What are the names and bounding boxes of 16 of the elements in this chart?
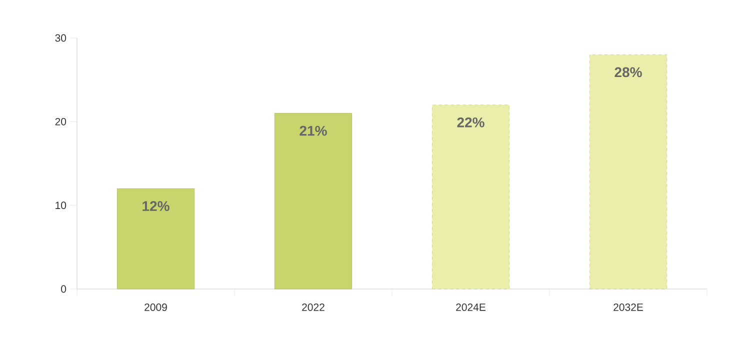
x-tick-label: 2022 bbox=[302, 304, 324, 311]
y-tick-label: 0 bbox=[61, 285, 66, 293]
bar bbox=[589, 54, 668, 290]
data-label: 21% bbox=[300, 126, 327, 136]
x-tick-label: 2024E bbox=[456, 304, 486, 311]
bar bbox=[432, 104, 510, 290]
data-label: 12% bbox=[142, 201, 170, 212]
data-label: 28% bbox=[614, 67, 642, 78]
x-tick-label: 2009 bbox=[144, 304, 167, 311]
bar bbox=[274, 113, 352, 290]
y-tick-label: 20 bbox=[55, 118, 66, 126]
x-tick-label: 2032E bbox=[614, 304, 643, 311]
data-label: 22% bbox=[457, 117, 484, 128]
y-tick-label: 10 bbox=[56, 202, 66, 210]
bar bbox=[116, 188, 195, 290]
y-tick-label: 30 bbox=[55, 34, 66, 42]
